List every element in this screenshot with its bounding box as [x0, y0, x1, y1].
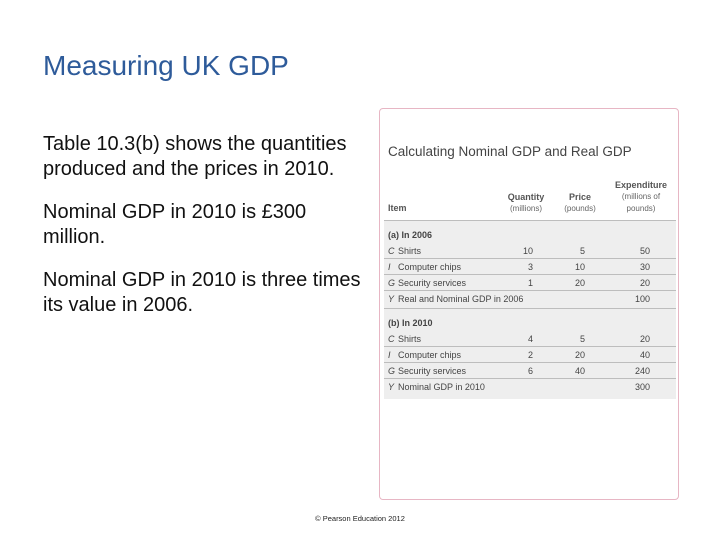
table-cell-expenditure: 50 [639, 246, 650, 256]
table-cell-quantity: 1 [527, 278, 533, 288]
table-cell-price: 5 [579, 334, 585, 344]
paragraph-2: Nominal GDP in 2010 is £300 million. [43, 201, 307, 248]
paragraph-3: Nominal GDP in 2010 is three times its v… [43, 269, 361, 316]
table-row-label: Y Nominal GDP in 2010 [388, 382, 485, 392]
row-divider [384, 274, 676, 275]
table-cell-expenditure: 20 [639, 278, 650, 288]
table-cell-expenditure: 300 [634, 382, 650, 392]
slide-title: Measuring UK GDP [43, 50, 289, 81]
table-cell-quantity: 3 [527, 262, 533, 272]
table-cell-price: 40 [574, 366, 585, 376]
table-cell-quantity: 4 [527, 334, 533, 344]
table-cell-quantity: 2 [527, 350, 533, 360]
row-divider [384, 346, 676, 347]
table-row-label: C Shirts [388, 334, 422, 344]
row-divider [384, 362, 676, 363]
table-body [384, 221, 676, 399]
table-row-label: I Computer chips [388, 262, 462, 272]
copyright-footer: © Pearson Education 2012 [315, 514, 405, 523]
header-expenditure-unit-1: (millions of [621, 192, 661, 201]
table-row-label: C Shirts [388, 246, 422, 256]
table-cell-expenditure: 20 [639, 334, 650, 344]
table-row-label: Y Real and Nominal GDP in 2006 [388, 294, 524, 304]
gdp-table-figure: Calculating Nominal GDP and Real GDP Ite… [379, 108, 679, 500]
header-divider [384, 220, 676, 221]
header-item: Item [388, 203, 407, 213]
section-2006-label: (a) In 2006 [388, 230, 433, 240]
header-price-unit: (pounds) [564, 204, 596, 213]
body-text: Table 10.3(b) shows the quantities produ… [43, 132, 363, 336]
table-cell-price: 20 [574, 350, 585, 360]
table-cell-quantity: 6 [527, 366, 533, 376]
table-cell-price: 20 [574, 278, 585, 288]
row-divider [384, 290, 676, 291]
table-row-label: G Security services [388, 366, 467, 376]
table-cell-quantity: 10 [522, 246, 533, 256]
row-divider [384, 258, 676, 259]
header-price: Price [568, 192, 592, 202]
table-row-label: G Security services [388, 278, 467, 288]
table-cell-expenditure: 240 [634, 366, 650, 376]
header-expenditure-unit-2: pounds) [626, 204, 656, 213]
table-row-label: I Computer chips [388, 350, 462, 360]
header-expenditure: Expenditure [614, 180, 667, 190]
table-cell-expenditure: 100 [634, 294, 650, 304]
table-cell-expenditure: 30 [639, 262, 650, 272]
section-2010-label: (b) In 2010 [388, 318, 433, 328]
row-divider [384, 378, 676, 379]
row-divider [384, 308, 676, 309]
table-cell-price: 5 [579, 246, 585, 256]
table-cell-price: 10 [574, 262, 585, 272]
paragraph-1: Table 10.3(b) shows the quantities produ… [43, 133, 347, 180]
table-cell-expenditure: 40 [639, 350, 650, 360]
header-quantity-unit: (millions) [510, 204, 542, 213]
table-title: Calculating Nominal GDP and Real GDP [388, 144, 632, 159]
header-quantity: Quantity [507, 192, 545, 202]
